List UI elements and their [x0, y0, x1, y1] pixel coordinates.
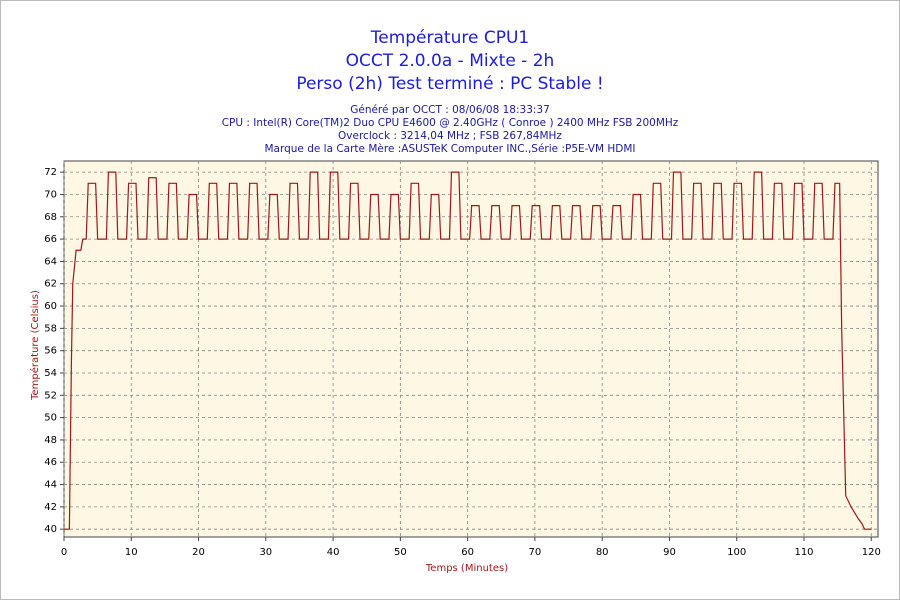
y-tick-label: 72 — [44, 167, 57, 178]
y-tick-label: 54 — [44, 368, 57, 379]
x-tick-label: 40 — [327, 547, 340, 558]
subtitle: Généré par OCCT : 08/06/08 18:33:37 — [350, 104, 550, 116]
y-tick-label: 48 — [44, 435, 57, 446]
chart-title: OCCT 2.0.0a - Mixte - 2h — [346, 51, 555, 71]
y-tick-label: 44 — [44, 480, 57, 491]
x-tick-label: 20 — [192, 547, 205, 558]
y-tick-label: 56 — [44, 346, 57, 357]
y-tick-label: 60 — [44, 301, 57, 312]
y-tick-label: 40 — [44, 524, 57, 535]
x-axis-label: Temps (Minutes) — [425, 563, 508, 574]
x-tick-label: 30 — [259, 547, 272, 558]
y-tick-label: 68 — [44, 212, 57, 223]
y-tick-label: 42 — [44, 502, 57, 513]
x-tick-label: 120 — [862, 547, 881, 558]
y-tick-label: 46 — [44, 457, 57, 468]
chart-title: Perso (2h) Test terminé : PC Stable ! — [296, 74, 603, 94]
x-tick-label: 10 — [125, 547, 138, 558]
y-tick-label: 62 — [44, 279, 57, 290]
x-tick-label: 70 — [529, 547, 542, 558]
y-axis-label: Température (Celsius) — [29, 290, 41, 401]
y-tick-label: 64 — [44, 256, 57, 267]
x-tick-label: 80 — [596, 547, 609, 558]
x-tick-label: 50 — [394, 547, 407, 558]
y-tick-label: 66 — [44, 234, 57, 245]
x-tick-label: 110 — [794, 547, 813, 558]
x-tick-label: 100 — [727, 547, 746, 558]
x-tick-label: 90 — [663, 547, 676, 558]
y-tick-label: 52 — [44, 390, 57, 401]
data-line — [64, 171, 872, 530]
y-tick-label: 50 — [44, 413, 57, 424]
subtitle: Overclock : 3214,04 MHz ; FSB 267,84MHz — [338, 130, 562, 142]
x-tick-label: 60 — [461, 547, 474, 558]
y-tick-label: 70 — [44, 189, 57, 200]
y-tick-label: 58 — [44, 323, 57, 334]
x-tick-label: 0 — [61, 547, 67, 558]
subtitle: Marque de la Carte Mère :ASUSTeK Compute… — [264, 143, 635, 155]
subtitle: CPU : Intel(R) Core(TM)2 Duo CPU E4600 @… — [222, 117, 679, 129]
chart-title: Température CPU1 — [370, 28, 529, 48]
